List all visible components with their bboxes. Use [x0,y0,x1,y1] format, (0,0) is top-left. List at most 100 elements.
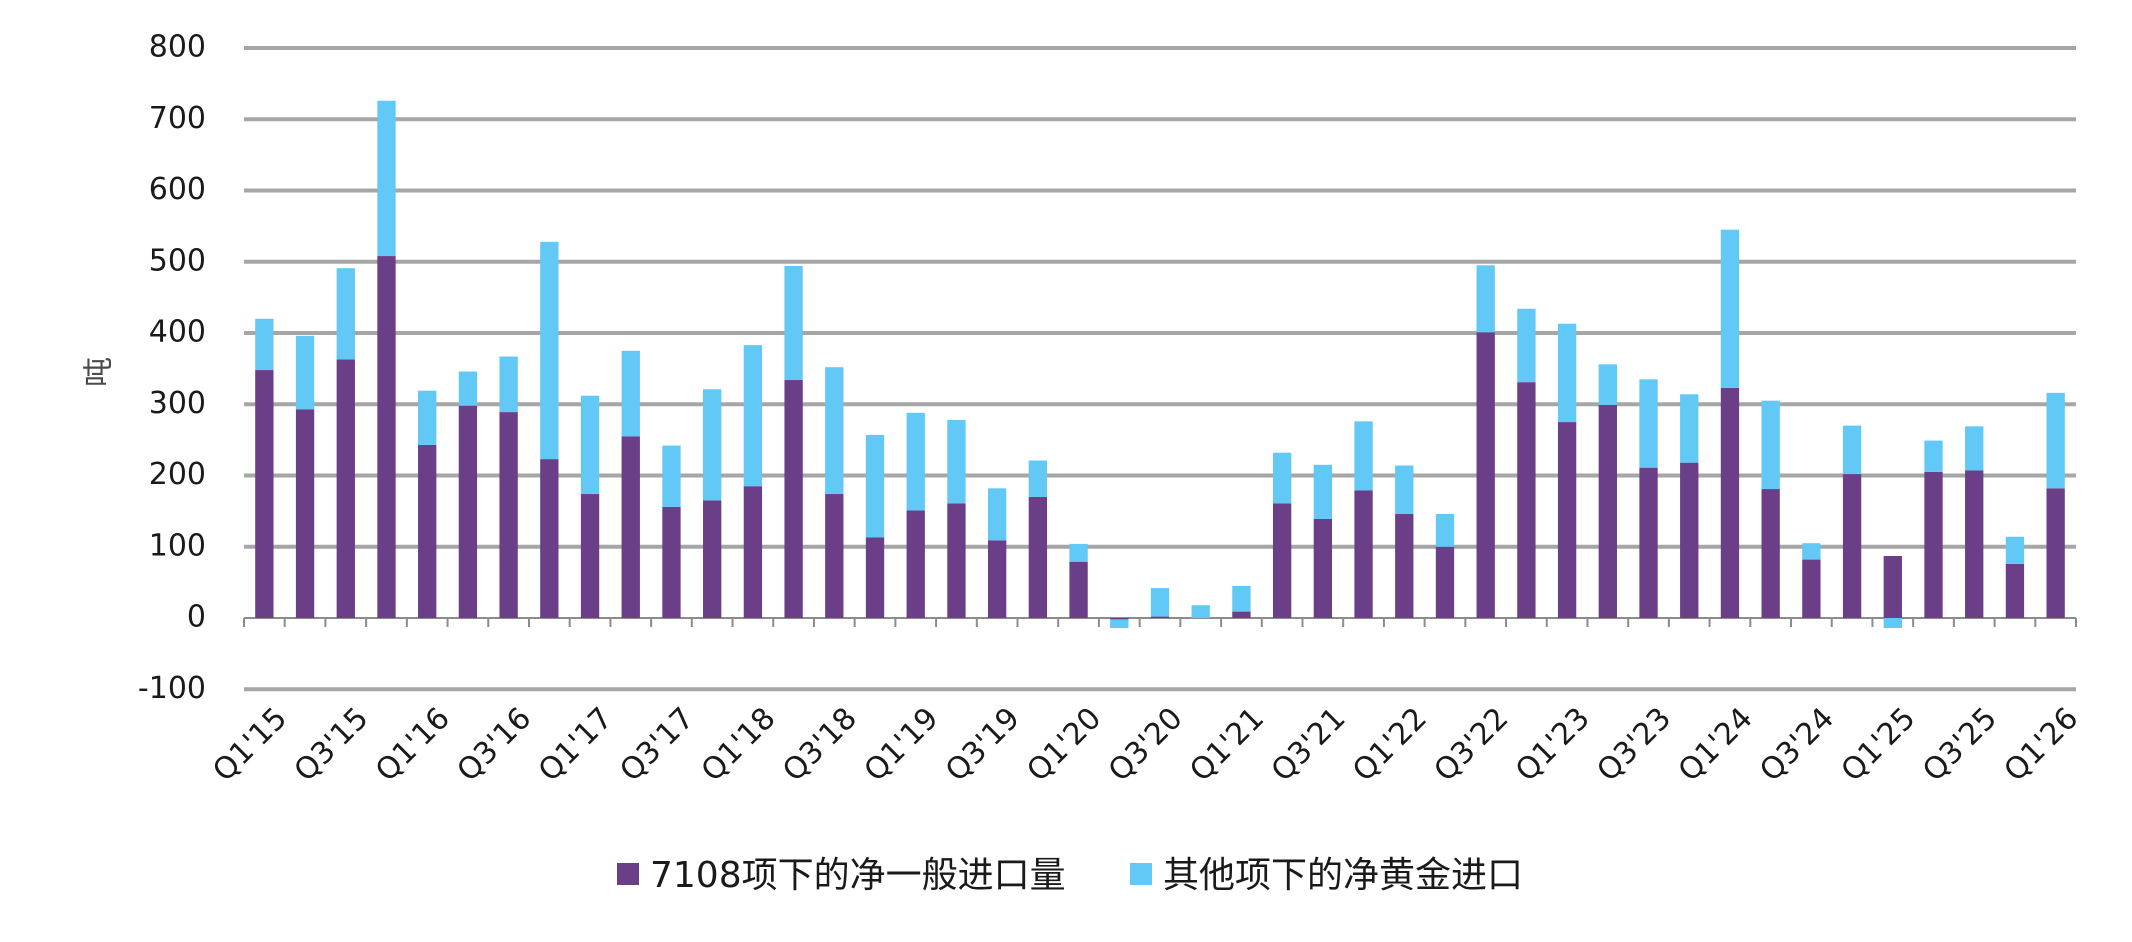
bar-net-other-gold-imports-Q418 [865,434,885,538]
bar-net-general-imports-Q118 [743,486,763,618]
x-tick-label: Q3'24 [1753,701,1841,789]
bar-net-general-imports-Q323 [1639,467,1658,618]
bar-net-general-imports-Q121 [1232,611,1251,618]
bar-net-general-imports-Q216 [458,405,478,618]
bar-net-other-gold-imports-Q319 [987,488,1007,541]
bar-net-general-imports-Q324 [1802,559,1821,618]
bar-net-other-gold-imports-Q117 [580,395,600,495]
bar-net-general-imports-Q322 [1476,332,1495,618]
legend-swatch-net-other-gold-imports [1130,863,1152,885]
bar-net-general-imports-Q320 [1150,616,1170,618]
bar-net-general-imports-Q119 [906,510,925,618]
bar-net-other-gold-imports-Q122 [1395,465,1414,514]
bars [255,100,2065,628]
bar-net-other-gold-imports-Q323 [1639,379,1658,468]
bar-net-other-gold-imports-Q422 [1517,308,1536,383]
bar-net-other-gold-imports-Q221 [1272,452,1292,504]
bar-net-other-gold-imports-Q225 [1924,440,1943,472]
bar-net-general-imports-Q218 [784,380,803,618]
bar-net-other-gold-imports-Q320 [1150,588,1170,617]
bar-net-other-gold-imports-Q322 [1476,265,1495,333]
bar-net-other-gold-imports-Q420 [1191,605,1210,618]
bar-net-general-imports-Q424 [1842,474,1862,618]
bar-net-general-imports-Q223 [1598,404,1617,618]
x-tick-labels: Q1'15Q3'15Q1'16Q3'16Q1'17Q3'17Q1'18Q3'18… [206,701,2085,789]
x-tick-label: Q1'15 [206,701,294,789]
bar-net-other-gold-imports-Q219 [947,419,966,504]
y-tick-label: 300 [149,386,206,421]
bar-net-general-imports-Q224 [1761,489,1780,618]
x-tick-label: Q1'24 [1672,701,1760,789]
x-tick-label: Q1'21 [1183,701,1271,789]
bar-net-other-gold-imports-Q419 [1028,460,1048,497]
bar-net-other-gold-imports-Q120 [1069,543,1088,562]
bar-net-general-imports-Q217 [621,436,640,618]
x-tick-label: Q3'22 [1428,701,1516,789]
bar-net-general-imports-Q125 [1883,556,1902,618]
bar-net-other-gold-imports-Q224 [1761,400,1780,490]
bar-net-other-gold-imports-Q425 [2005,536,2025,564]
y-tick-label: 400 [149,315,206,350]
bar-net-general-imports-Q126 [2046,488,2065,618]
bar-net-other-gold-imports-Q124 [1720,229,1740,388]
x-tick-label: Q3'21 [1265,701,1353,789]
bar-net-general-imports-Q421 [1354,490,1373,618]
y-tick-label: 800 [149,30,206,65]
bar-net-general-imports-Q418 [865,537,885,618]
bar-net-other-gold-imports-Q416 [540,241,559,460]
x-tick-label: Q1'17 [532,701,620,789]
x-tick-label: Q1'26 [1998,701,2086,789]
x-tick-label: Q1'23 [1509,701,1597,789]
x-tick-label: Q1'20 [1020,701,1108,789]
bar-net-general-imports-Q318 [825,494,844,618]
y-tick-label: 100 [149,528,206,563]
bar-net-other-gold-imports-Q119 [906,412,925,511]
bar-net-general-imports-Q115 [255,370,274,618]
bar-net-other-gold-imports-Q315 [336,268,355,360]
x-tick-label: Q3'15 [288,701,376,789]
legend-label-net-other-gold-imports: 其他项下的净黄金进口 [1163,855,1523,896]
y-tick-label: 700 [149,101,206,136]
bar-net-general-imports-Q222 [1435,546,1455,618]
bar-net-general-imports-Q220 [1110,618,1129,620]
bar-net-other-gold-imports-Q121 [1232,585,1251,612]
bar-net-general-imports-Q416 [540,459,559,618]
bar-net-other-gold-imports-Q118 [743,345,763,487]
bar-net-other-gold-imports-Q217 [621,350,640,437]
x-tick-label: Q3'18 [776,701,864,789]
bar-net-general-imports-Q225 [1924,471,1943,618]
bar-net-other-gold-imports-Q222 [1435,513,1455,547]
x-tick-label: Q3'17 [613,701,701,789]
bar-net-other-gold-imports-Q324 [1802,543,1821,560]
bar-net-general-imports-Q317 [662,506,681,618]
bar-net-other-gold-imports-Q126 [2046,392,2065,489]
bar-net-general-imports-Q124 [1720,387,1740,618]
bar-net-general-imports-Q417 [703,500,722,618]
bar-net-other-gold-imports-Q415 [377,100,396,257]
x-tick-label: Q1'18 [695,701,783,789]
bar-net-general-imports-Q321 [1313,518,1333,618]
bar-net-other-gold-imports-Q223 [1598,364,1617,405]
bar-net-other-gold-imports-Q216 [458,371,478,406]
bar-net-other-gold-imports-Q316 [499,356,518,413]
bar-net-other-gold-imports-Q424 [1842,425,1862,475]
bar-net-other-gold-imports-Q116 [418,390,437,445]
bar-net-other-gold-imports-Q317 [662,445,681,507]
y-tick-label: 500 [149,243,206,278]
y-tick-label: 600 [149,172,206,207]
x-tick-label: Q3'16 [451,701,539,789]
y-axis-label: 吨 [82,357,117,387]
x-tick-label: Q1'16 [369,701,457,789]
bar-net-general-imports-Q415 [377,256,396,618]
legend-swatch-net-general-imports [617,863,639,885]
bar-net-general-imports-Q122 [1395,513,1414,618]
bar-net-other-gold-imports-Q423 [1680,394,1699,463]
bar-net-general-imports-Q419 [1028,496,1048,618]
legend: 7108项下的净一般进口量 其他项下的净黄金进口 [617,855,1523,896]
x-tick-label: Q3'20 [1102,701,1190,789]
bar-net-general-imports-Q123 [1557,422,1577,618]
bar-net-general-imports-Q325 [1965,470,1984,618]
bar-net-general-imports-Q315 [336,359,355,618]
bar-net-general-imports-Q425 [2005,563,2025,618]
